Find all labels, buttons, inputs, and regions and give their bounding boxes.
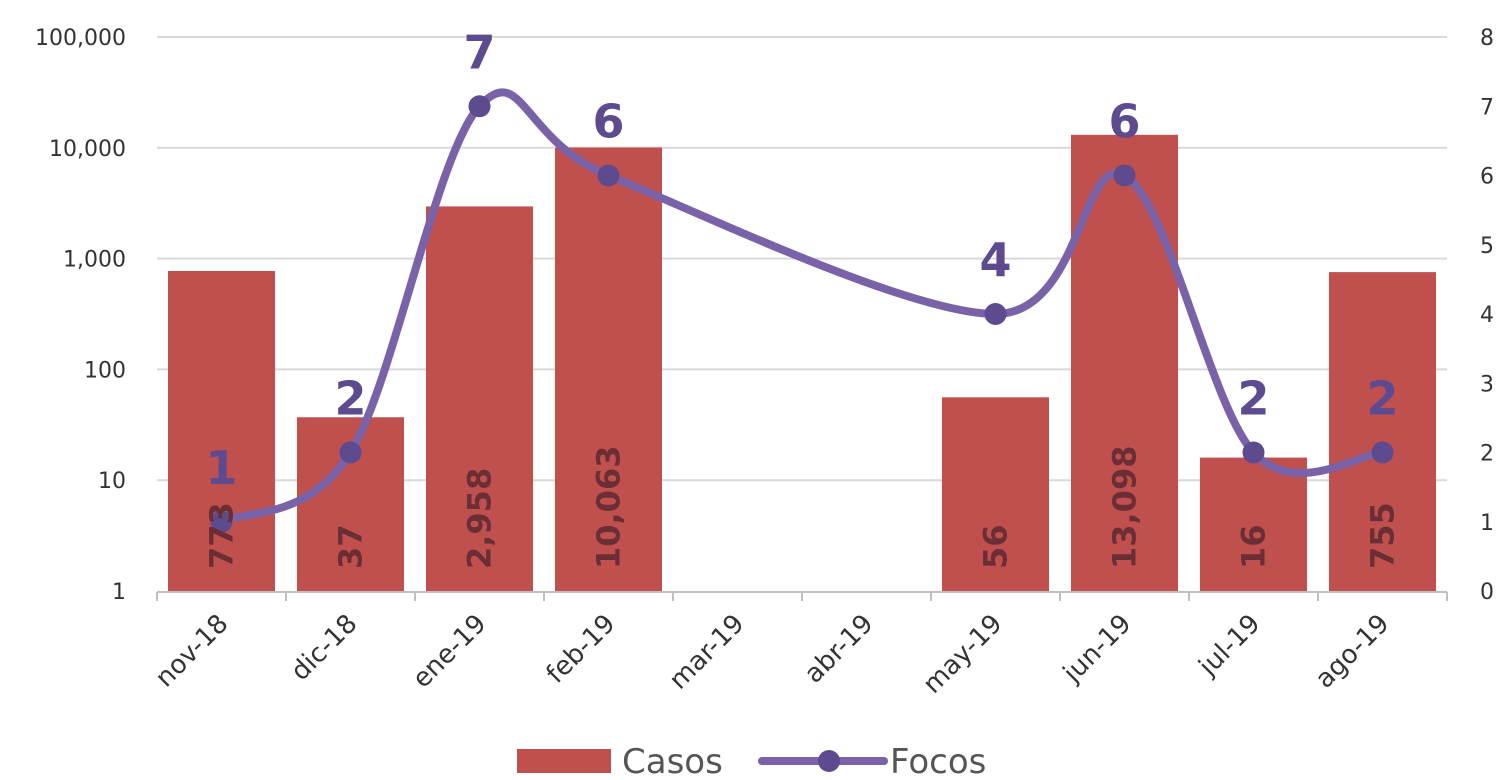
bar-data-labels: 773 37 2,958 10,063 56 13,098 16 755 xyxy=(203,446,1402,569)
bar-casos xyxy=(1328,272,1437,591)
bar-value-label: 10,063 xyxy=(590,446,628,569)
x-axis: nov-18 dic-18 ene-19 feb-19 mar-19 abr-19 may-… xyxy=(150,591,1448,700)
bar-casos xyxy=(425,206,534,592)
bars-casos xyxy=(167,134,1437,592)
focos-value-label: 7 xyxy=(463,25,495,79)
y-right-tick-label: 8 xyxy=(1480,26,1494,51)
x-category-label: jun-19 xyxy=(1057,609,1137,689)
y-right-tick-label: 2 xyxy=(1480,442,1494,467)
x-category-label: abr-19 xyxy=(799,609,880,690)
focos-data-labels: 1 2 7 6 4 6 2 2 xyxy=(205,25,1398,495)
y-right-tick-label: 3 xyxy=(1480,372,1494,397)
y-right-tick-label: 5 xyxy=(1480,234,1494,259)
y-right-tick-label: 4 xyxy=(1480,303,1494,328)
x-category-label: ene-19 xyxy=(407,609,493,695)
focos-value-label: 2 xyxy=(1366,372,1398,426)
y-left-tick-label: 1 xyxy=(112,580,126,605)
y-right-tick-label: 6 xyxy=(1480,165,1494,190)
focos-value-label: 4 xyxy=(979,233,1011,287)
focos-line-path xyxy=(217,88,1387,526)
x-category-label: may-19 xyxy=(917,609,1008,700)
x-category-label: nov-18 xyxy=(150,609,235,694)
focos-value-label: 2 xyxy=(1237,372,1269,426)
x-category-label: feb-19 xyxy=(541,609,622,690)
focos-point xyxy=(984,303,1007,325)
y-right-tick-label: 0 xyxy=(1480,580,1494,605)
focos-value-label: 1 xyxy=(205,441,237,495)
legend: Casos Focos xyxy=(517,742,986,780)
legend-focos-marker xyxy=(818,750,840,772)
x-category-label: mar-19 xyxy=(664,609,751,696)
y-axis-left: 1 10 100 1,000 10,000 100,000 xyxy=(35,26,126,605)
focos-value-label: 2 xyxy=(334,372,366,426)
y-left-tick-label: 10,000 xyxy=(49,137,126,162)
y-axis-right: 0 1 2 3 4 5 6 7 8 xyxy=(1480,26,1494,605)
bar-value-label: 755 xyxy=(1364,502,1402,569)
legend-focos-label: Focos xyxy=(890,742,986,780)
bar-value-label: 13,098 xyxy=(1106,446,1144,569)
y-left-tick-label: 100 xyxy=(84,358,126,383)
focos-point xyxy=(1113,164,1136,187)
bar-casos xyxy=(1199,457,1308,591)
y-right-tick-label: 1 xyxy=(1480,511,1494,536)
focos-value-label: 6 xyxy=(592,95,624,149)
bar-value-label: 56 xyxy=(977,524,1015,569)
y-left-tick-label: 100,000 xyxy=(35,26,126,51)
bar-casos xyxy=(941,397,1050,591)
focos-point xyxy=(597,164,620,187)
x-category-label: ago-19 xyxy=(1310,609,1396,695)
bar-value-label: 2,958 xyxy=(461,468,499,569)
line-focos xyxy=(210,88,1394,533)
bar-casos xyxy=(167,270,276,591)
y-left-tick-label: 10 xyxy=(98,469,126,494)
bar-casos xyxy=(554,147,663,591)
x-category-label: dic-18 xyxy=(285,609,363,687)
focos-value-label: 6 xyxy=(1108,95,1140,149)
bar-value-label: 16 xyxy=(1235,524,1273,569)
bar-value-label: 37 xyxy=(332,524,370,569)
focos-point xyxy=(468,95,491,118)
focos-point xyxy=(339,441,362,464)
legend-casos-swatch xyxy=(517,749,611,773)
y-right-tick-label: 7 xyxy=(1480,95,1494,120)
focos-point xyxy=(1242,441,1265,464)
legend-casos-label: Casos xyxy=(622,742,723,780)
y-left-tick-label: 1,000 xyxy=(63,248,126,273)
focos-point xyxy=(210,510,233,533)
focos-point xyxy=(1371,441,1394,464)
bar-value-label: 773 xyxy=(203,502,241,569)
x-category-label: jul-19 xyxy=(1193,609,1267,683)
